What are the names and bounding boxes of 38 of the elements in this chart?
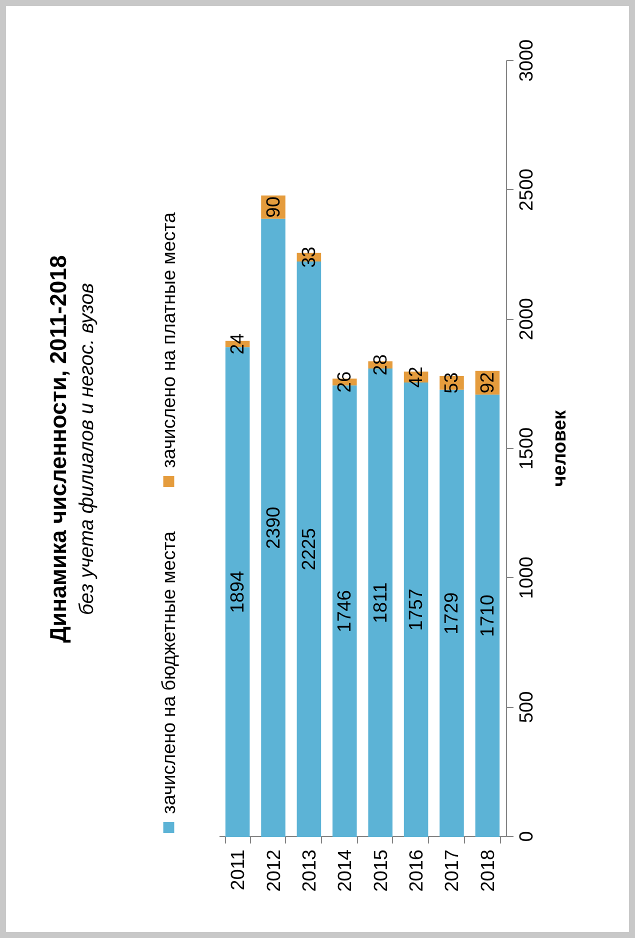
data-label: 42 (406, 366, 428, 388)
data-label: 1746 (334, 590, 356, 632)
x-tick-label: 2014 (335, 849, 356, 892)
data-label: 1710 (477, 594, 498, 637)
data-label: 53 (442, 372, 463, 394)
y-tick-label: 500 (516, 691, 538, 724)
x-tick-label: 2018 (478, 850, 499, 892)
y-tick-label: 1500 (516, 427, 538, 470)
text: зачислено на бюджетные места (158, 531, 180, 814)
text: Динамика численности, 2011-2018 (45, 254, 71, 643)
x-tick-label: 2012 (264, 850, 285, 892)
data-label: 90 (263, 196, 284, 218)
data-label: 1811 (370, 582, 392, 624)
data-label: 33 (298, 246, 320, 268)
y-tick-label: 2500 (516, 168, 538, 211)
x-tick-label: 2015 (370, 850, 392, 892)
text: без учета филиалов и негос. вузов (76, 283, 98, 615)
data-label: 1729 (442, 592, 463, 635)
y-tick-label: 3000 (516, 39, 538, 82)
x-tick-label: 2016 (406, 850, 428, 892)
x-tick-label: 2017 (442, 850, 464, 892)
y-tick-label: 0 (516, 831, 538, 842)
data-label: 24 (228, 332, 249, 355)
data-label: 26 (334, 371, 356, 393)
data-label: 2225 (298, 528, 320, 570)
x-tick-label: 2011 (228, 850, 250, 890)
x-tick-label: 2013 (299, 850, 320, 892)
text: зачислено на платные места (158, 212, 180, 468)
data-label: 1757 (406, 588, 428, 631)
data-label: 2390 (263, 506, 284, 550)
data-label: 1894 (228, 570, 249, 614)
data-label: 92 (477, 372, 498, 394)
bar (475, 394, 500, 837)
y-axis-title: человек (550, 410, 570, 487)
y-tick-label: 2000 (516, 298, 538, 340)
y-tick-label: 1000 (516, 556, 538, 599)
bar (261, 218, 286, 837)
data-label: 28 (370, 354, 392, 376)
